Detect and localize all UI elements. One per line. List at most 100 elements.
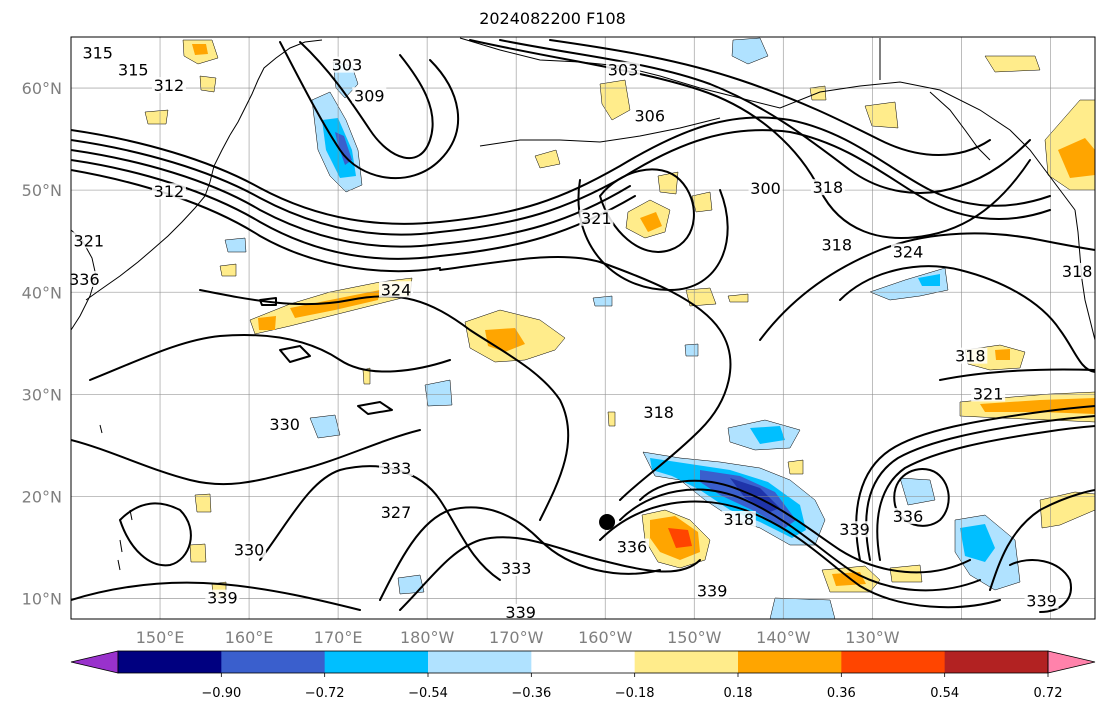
shaded-field: [144, 37, 1095, 619]
contours: [71, 39, 1095, 613]
shade-patch: [918, 274, 940, 286]
contour-line: [839, 265, 1095, 373]
colorbar-segment: [944, 651, 1049, 673]
contour-label-bg: [606, 61, 641, 78]
shade-patch: [397, 574, 425, 595]
contour-line: [71, 159, 636, 260]
contour-label: 315: [118, 61, 149, 80]
colorbar-segment: [118, 651, 222, 673]
storm-center-marker: [599, 514, 616, 530]
shade-patch: [189, 543, 207, 563]
contour-label: 336: [617, 538, 648, 557]
contour-label: 318: [822, 235, 853, 254]
contour-line: [599, 168, 695, 253]
contour-label: 336: [69, 270, 100, 289]
shade-patch: [219, 263, 237, 277]
contour-label: 330: [269, 415, 300, 434]
colorbar-tick-label: −0.72: [305, 686, 345, 701]
shade-patch: [335, 132, 352, 165]
shade-patch: [727, 293, 749, 303]
contour-line: [199, 289, 570, 521]
shade-patch: [787, 459, 804, 475]
lon-tick-label: 160°E: [225, 628, 274, 647]
colorbar-segment: [221, 651, 326, 673]
colorbar-tick-label: −0.90: [201, 686, 241, 701]
colorbar-segment: [324, 651, 429, 673]
contour-line: [619, 488, 981, 592]
shade-patch: [864, 101, 899, 129]
contour-label: 330: [234, 541, 265, 560]
lon-tick-label: 170°W: [489, 628, 544, 647]
contour-line: [299, 41, 434, 160]
contour-label: 333: [501, 559, 532, 578]
gridlines: [71, 37, 1095, 619]
colorbar-segment: [634, 651, 739, 673]
contour-label: 300: [750, 179, 781, 198]
contour-label: 339: [207, 589, 238, 608]
colorbar-tick-label: −0.36: [511, 686, 551, 701]
contour-line: [279, 345, 311, 363]
contour-label-bg: [819, 236, 854, 253]
shade-patch: [668, 528, 692, 548]
contour-line: [119, 502, 192, 567]
contour-label-bg: [116, 61, 151, 78]
contour-label-bg: [352, 87, 387, 104]
contour-line: [71, 581, 361, 611]
contour-label-bg: [614, 538, 649, 555]
shade-patch: [194, 493, 212, 513]
contour-label-bg: [1024, 592, 1059, 609]
contour-label: 324: [381, 280, 412, 299]
shade-patch: [769, 597, 836, 619]
contour-line: [865, 415, 1095, 561]
shade-patch: [984, 55, 1041, 73]
chart-title: 2024082200 F108: [479, 9, 626, 28]
shade-patch: [192, 44, 208, 55]
contour-label: 315: [82, 43, 113, 62]
coastline-canada: [929, 91, 991, 161]
contour-label-bg: [891, 243, 926, 260]
contour-label-bg: [810, 179, 845, 196]
shade-patch: [995, 349, 1010, 360]
contour-label-bg: [748, 180, 783, 197]
contour-label: 303: [332, 56, 363, 75]
lon-tick-label: 160°W: [578, 628, 633, 647]
lat-tick-labels: 10°N 20°N 30°N 40°N 50°N 60°N: [22, 79, 62, 609]
contour-label: 306: [635, 107, 666, 126]
lon-tick-label: 150°W: [667, 628, 722, 647]
lat-tick-label: 20°N: [22, 487, 62, 506]
lon-tick-label: 140°W: [756, 628, 811, 647]
contour-line: [71, 116, 1051, 225]
contour-label: 336: [893, 507, 924, 526]
contour-line: [71, 149, 631, 248]
lat-tick-label: 60°N: [22, 79, 62, 98]
contour-line: [499, 39, 1031, 194]
contour-label: 339: [839, 520, 870, 539]
colorbar-tick-label: 0.18: [724, 686, 753, 701]
contour-label-bg: [837, 521, 872, 538]
shade-patch: [1039, 491, 1095, 529]
contour-line: [259, 465, 501, 581]
shade-patch: [684, 343, 699, 357]
shade-patch: [889, 564, 923, 583]
contour-label-bg: [721, 511, 756, 527]
shade-patch: [750, 426, 785, 444]
contour-label: 333: [381, 459, 412, 478]
shade-patch: [534, 149, 561, 169]
contour-line: [549, 39, 991, 156]
contour-label-bg: [205, 589, 240, 606]
colorbar-extend-high: [1047, 650, 1096, 674]
colorbar-segment: [738, 651, 842, 673]
shade-patch: [424, 379, 453, 407]
contour-line: [357, 401, 393, 415]
shade-patch: [899, 477, 936, 506]
coastlines: [71, 37, 1095, 571]
shade-patch: [258, 316, 276, 330]
contour-label-bg: [641, 403, 676, 420]
contour-label-bg: [503, 603, 538, 620]
contour-line: [893, 468, 950, 527]
contour-label-bg: [232, 541, 267, 558]
contour-line: [639, 479, 971, 574]
lat-tick-label: 30°N: [22, 385, 62, 404]
contour-line: [71, 129, 1051, 236]
